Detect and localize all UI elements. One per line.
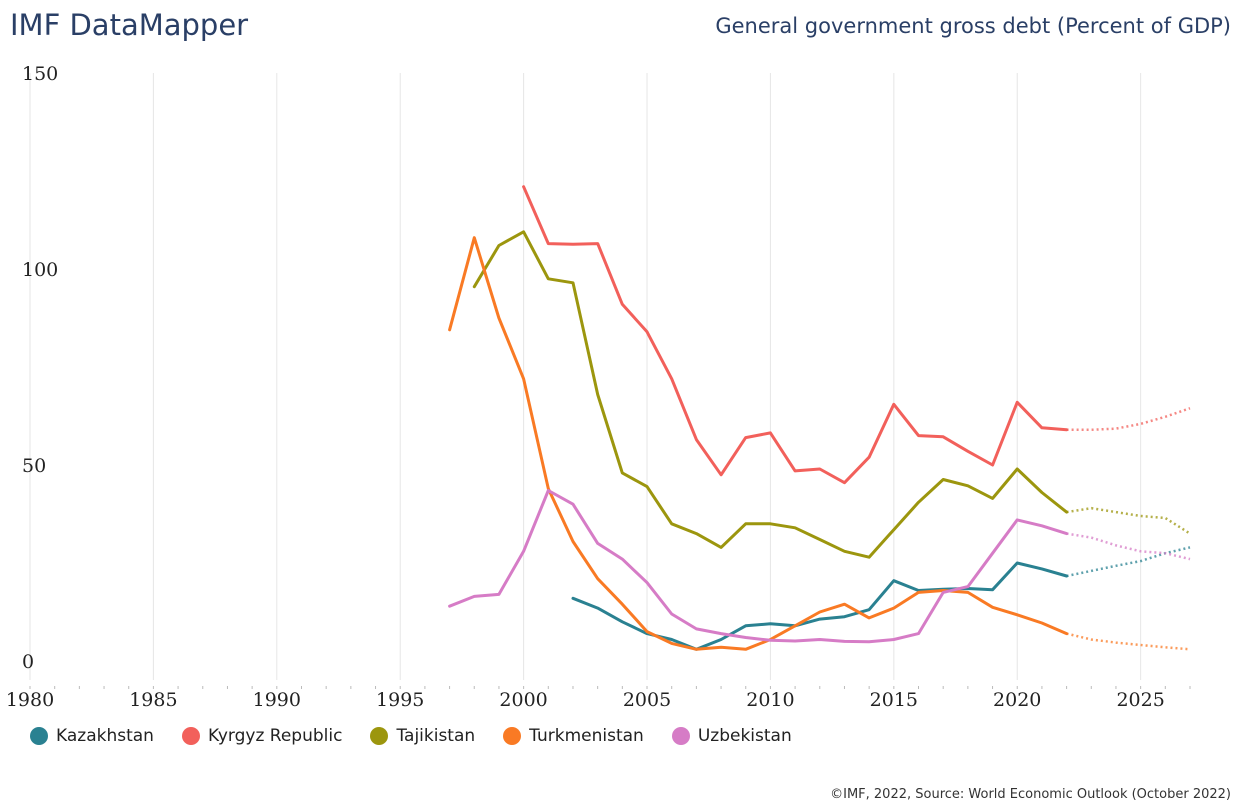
legend-label: Tajikistan (396, 726, 476, 746)
legend-item-kazakhstan[interactable]: Kazakhstan (30, 726, 154, 746)
y-tick-label: 0 (22, 651, 35, 673)
x-tick-label: 2015 (870, 689, 918, 711)
series-line-kyrgyz-republic[interactable] (522, 185, 1069, 485)
legend-item-turkmenistan[interactable]: Turkmenistan (503, 726, 644, 746)
legend-swatch (503, 727, 522, 745)
x-axis: 1980 1985 1990 1995 2000 2005 2010 2015 2020 2025 (6, 686, 1191, 711)
series-projection-kazakhstan[interactable] (1066, 546, 1191, 578)
legend-label: Kyrgyz Republic (207, 726, 343, 746)
legend-item-tajikistan[interactable]: Tajikistan (370, 726, 475, 746)
y-tick-label: 150 (22, 63, 59, 85)
x-tick-label: 1995 (376, 689, 424, 711)
y-tick-label: 100 (22, 259, 59, 281)
series-line-uzbekistan[interactable] (448, 489, 1069, 644)
x-tick-label: 1980 (6, 689, 54, 711)
legend-swatch (370, 727, 389, 745)
brand-title: IMF DataMapper (10, 8, 249, 42)
series-group (448, 185, 1191, 651)
x-tick-label: 2020 (993, 689, 1041, 711)
x-tick-label: 1985 (129, 689, 177, 711)
series-line-turkmenistan[interactable] (448, 236, 1069, 651)
legend-label: Turkmenistan (529, 726, 644, 746)
x-tick-label: 2025 (1116, 689, 1164, 711)
x-tick-label: 2005 (623, 689, 671, 711)
series-line-tajikistan[interactable] (472, 230, 1069, 559)
series-projection-tajikistan[interactable] (1066, 506, 1191, 535)
legend-label: Uzbekistan (697, 726, 792, 746)
legend-swatch (671, 727, 690, 745)
legend: Kazakhstan Kyrgyz Republic Tajikistan Turkm… (30, 726, 792, 746)
x-tick-label: 2010 (746, 689, 794, 711)
series-projection-uzbekistan[interactable] (1066, 532, 1191, 561)
legend-item-kyrgyz-republic[interactable]: Kyrgyz Republic (181, 726, 343, 746)
series-projection-turkmenistan[interactable] (1066, 632, 1191, 651)
legend-item-uzbekistan[interactable]: Uzbekistan (671, 726, 792, 746)
x-tick-label: 2000 (499, 689, 547, 711)
x-tick-label: 1990 (253, 689, 301, 711)
source-note: ©IMF, 2022, Source: World Economic Outlo… (830, 787, 1231, 802)
legend-swatch (181, 727, 200, 745)
legend-swatch (30, 727, 48, 745)
legend-label: Kazakhstan (56, 726, 154, 746)
series-projection-kyrgyz-republic[interactable] (1066, 407, 1191, 432)
chart-title: General government gross debt (Percent o… (715, 14, 1231, 38)
gridlines (29, 73, 1142, 680)
y-tick-label: 50 (22, 455, 47, 477)
